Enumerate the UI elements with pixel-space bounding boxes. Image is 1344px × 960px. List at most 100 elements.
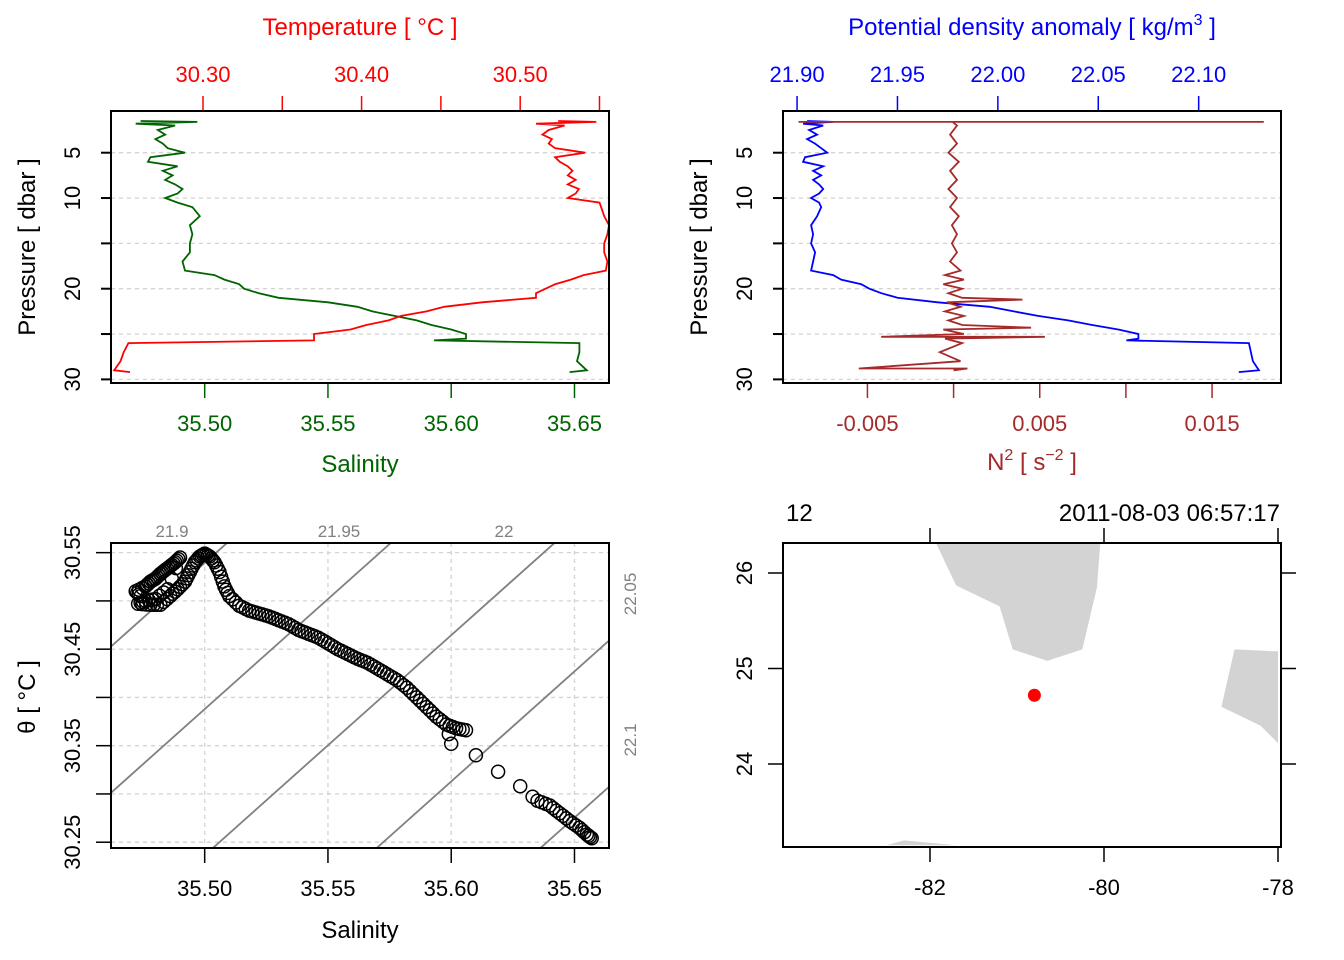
isopycnal-label: 22.1: [621, 723, 640, 756]
ts-point: [443, 736, 459, 752]
ts-point: [441, 726, 457, 742]
theta-tick-label: 30.55: [60, 525, 85, 580]
n2-tick-label: 0.015: [1185, 411, 1240, 436]
isopycnal-label: 22.05: [621, 573, 640, 616]
salinity-axis: 35.50 35.55 35.60 35.65: [177, 848, 602, 901]
panel-profile-density-n2: Potential density anomaly [ kg/m3 ] 21.9…: [686, 12, 1282, 476]
plot-frame: [782, 110, 1282, 384]
n2-tick-label: -0.005: [836, 411, 898, 436]
density-tick-label: 22.05: [1071, 62, 1126, 87]
density-tick-label: 22.00: [970, 62, 1025, 87]
ts-point: [512, 778, 528, 794]
isopycnal-label: 21.9: [155, 522, 188, 541]
land-polygon: [886, 840, 957, 846]
longitude-tick-label: -82: [914, 875, 946, 900]
density-tick-label: 22.10: [1171, 62, 1226, 87]
station-datetime: 2011-08-03 06:57:17: [1059, 500, 1280, 527]
theta-tick-label: 30.25: [60, 815, 85, 870]
theta-axis: 30.25 30.35 30.45 30.55: [60, 525, 111, 870]
ts-points: [128, 546, 599, 846]
land-polygon: [935, 543, 1101, 661]
ts-point: [584, 831, 599, 846]
temperature-axis-title: Temperature [ °C ]: [263, 14, 458, 41]
pressure-tick-label: 10: [60, 186, 85, 210]
isopycnal-lines: [111, 543, 609, 848]
latitude-tick-label: 24: [732, 752, 757, 776]
map-frame: [782, 542, 1282, 848]
density-axis-title: Potential density anomaly [ kg/m3 ]: [848, 12, 1216, 41]
pressure-axis: 5 10 20 30: [732, 147, 783, 392]
temperature-axis: 30.30 30.40 30.50: [175, 62, 601, 111]
ts-point: [287, 620, 303, 636]
n2-tick-label: 0.005: [1012, 411, 1067, 436]
map-axes: -82 -80 -78 24 25 26: [732, 528, 1296, 900]
isopycnal-line: [211, 543, 556, 848]
salinity-profile-line: [135, 120, 589, 373]
plot-frame: [110, 110, 610, 384]
pressure-axis: 5 10 20 30: [60, 147, 111, 392]
salinity-tick-label: 35.65: [547, 876, 602, 901]
station-number: 12: [786, 500, 813, 527]
ts-point: [146, 597, 161, 613]
theta-axis-title: θ [ °C ]: [14, 660, 41, 734]
longitude-tick-label: -78: [1262, 875, 1294, 900]
density-tick-label: 21.95: [870, 62, 925, 87]
panel-station-map: 12 2011-08-03 06:57:17 -82 -80 -78 24 25 26: [732, 500, 1296, 900]
pressure-tick-label: 30: [732, 367, 757, 391]
grid: [783, 152, 1281, 381]
ts-point: [143, 597, 158, 613]
ts-point: [139, 597, 154, 612]
pressure-tick-label: 5: [60, 147, 85, 159]
ts-point: [134, 596, 150, 612]
salinity-tick-label: 35.50: [177, 876, 232, 901]
temperature-profile-line: [112, 120, 610, 373]
salinity-axis-title: Salinity: [321, 917, 398, 944]
panel-profile-salinity-temperature: Temperature [ °C ] 30.30 30.40 30.50 35.50…: [14, 14, 610, 478]
longitude-tick-label: -80: [1088, 875, 1120, 900]
salinity-tick-label: 35.60: [424, 411, 479, 436]
theta-tick-label: 30.35: [60, 718, 85, 773]
salinity-tick-label: 35.50: [177, 411, 232, 436]
density-profile-line: [801, 120, 1261, 373]
latitude-tick-label: 26: [732, 561, 757, 585]
ts-point: [582, 829, 598, 845]
salinity-tick-label: 35.55: [300, 411, 355, 436]
ts-point: [167, 584, 183, 599]
ts-point: [458, 722, 474, 738]
salinity-axis: 35.50 35.55 35.60 35.65: [177, 383, 602, 436]
ts-point: [581, 828, 596, 844]
isopycnal-label: 22: [495, 522, 514, 541]
grid: [111, 543, 609, 848]
density-tick-label: 21.90: [770, 62, 825, 87]
ts-point: [171, 551, 186, 567]
ts-point: [468, 748, 484, 763]
pressure-tick-label: 10: [732, 186, 757, 210]
isopycnal-label: 21.95: [318, 522, 361, 541]
ts-point: [490, 764, 506, 779]
n2-profile-line: [798, 121, 1264, 372]
land-polygon: [1221, 649, 1278, 743]
isopycnal-line: [111, 543, 393, 794]
salinity-axis-title: Salinity: [321, 451, 398, 478]
temperature-tick-label: 30.40: [334, 62, 389, 87]
pressure-tick-label: 30: [60, 367, 85, 391]
n2-axis: -0.005 0.005 0.015: [836, 383, 1240, 436]
grid: [111, 152, 609, 381]
salinity-tick-label: 35.55: [300, 876, 355, 901]
pressure-axis-title: Pressure [ dbar ]: [686, 158, 713, 335]
isopycnal-labels: 21.9 21.95 22 22.05 22.1: [155, 522, 640, 757]
coastline-land: [886, 543, 1278, 846]
panel-ts-diagram: 21.9 21.95 22 22.05 22.1 35.50 35.55 35.60 35.6…: [14, 522, 640, 944]
ts-point: [579, 827, 595, 842]
salinity-tick-label: 35.60: [424, 876, 479, 901]
temperature-tick-label: 30.50: [493, 62, 548, 87]
pressure-tick-label: 5: [732, 147, 757, 159]
n2-axis-title: N2 [ s−2 ]: [987, 447, 1077, 476]
ts-point: [204, 551, 219, 566]
station-marker: [1027, 688, 1041, 702]
pressure-tick-label: 20: [732, 276, 757, 300]
ts-point: [169, 553, 184, 568]
temperature-tick-label: 30.30: [175, 62, 230, 87]
salinity-tick-label: 35.65: [547, 411, 602, 436]
